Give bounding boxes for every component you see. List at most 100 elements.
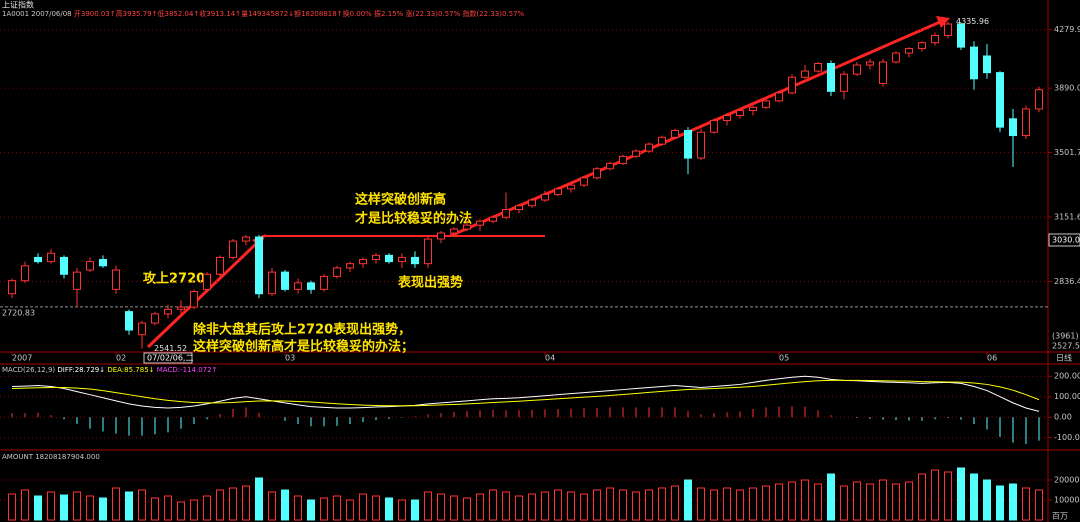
candle-body — [957, 23, 965, 48]
cursor-count: (3961) — [1052, 332, 1079, 341]
volume-bar — [762, 485, 770, 521]
candle-body — [203, 273, 211, 290]
candle-body — [775, 92, 783, 102]
cursor-date-box — [143, 352, 193, 364]
candle-body — [554, 188, 562, 195]
volume-bar — [47, 491, 55, 521]
reference-label: 2720.83 — [2, 308, 35, 317]
volume-bar — [970, 473, 978, 521]
candle-body — [372, 254, 380, 261]
candle-body — [255, 236, 263, 295]
volume-bar — [502, 491, 510, 521]
x-tick-label: 04 — [545, 354, 555, 363]
y-tick-label: 100000 — [1054, 496, 1080, 505]
volume-bar — [359, 493, 367, 521]
annotation: 这样突破创新高才是比较稳妥的办法； — [193, 339, 414, 355]
volume-bar — [398, 499, 406, 521]
volume-bar — [567, 491, 575, 521]
volume-bar — [892, 483, 900, 521]
volume-bar — [905, 481, 913, 521]
volume-header: AMOUNT 18208187904.000 — [2, 453, 100, 461]
y-axis-min: 2527.57 — [1052, 342, 1080, 351]
volume-bar — [697, 487, 705, 521]
candle-body — [580, 177, 588, 186]
volume-bar — [190, 499, 198, 521]
candle-body — [606, 162, 614, 170]
volume-bar — [606, 487, 614, 521]
candle-body — [8, 280, 16, 295]
candle-body — [658, 136, 666, 145]
volume-bar — [346, 499, 354, 521]
candle-body — [411, 256, 419, 265]
y-tick-label: 3890.0 — [1054, 84, 1080, 93]
annotation: 除非大盘其后攻上2720表现出强势， — [193, 322, 411, 338]
candle-body — [528, 199, 536, 207]
volume-bar — [281, 489, 289, 521]
y-tick-label: 100.00 — [1054, 392, 1080, 401]
candle-body — [437, 232, 445, 240]
candle-body — [190, 291, 198, 308]
volume-bar — [853, 481, 861, 521]
candle-body — [619, 155, 627, 164]
candle-body — [671, 129, 679, 138]
candle-body — [645, 143, 653, 152]
dea-label: DEA:85.785↓ — [107, 366, 154, 374]
volume-bar — [528, 493, 536, 521]
volume-bar — [372, 495, 380, 521]
cursor-box — [1048, 233, 1080, 247]
volume-bar — [801, 479, 809, 521]
candle-body — [1022, 108, 1030, 137]
candle-body — [1035, 89, 1043, 110]
annotation: 这样突破创新高 — [355, 192, 446, 208]
candle-body — [931, 34, 939, 44]
y-tick-label: 3501.7 — [1054, 148, 1080, 157]
volume-bar — [619, 489, 627, 521]
cursor-value: 3030.0 — [1052, 236, 1080, 245]
volume-bar — [827, 473, 835, 521]
candle-body — [216, 256, 224, 275]
volume-bar — [138, 489, 146, 521]
volume-bar — [840, 485, 848, 521]
candle-body — [177, 306, 185, 310]
volume-bar — [554, 489, 562, 521]
annotation: 攻上2720 — [143, 271, 205, 287]
candle-body — [632, 150, 640, 157]
volume-bar — [34, 495, 42, 521]
volume-unit: 百万 — [1052, 512, 1068, 521]
volume-bar — [580, 493, 588, 521]
volume-bar — [164, 495, 172, 521]
x-tick-label: 02 — [116, 354, 126, 363]
candle-body — [723, 115, 731, 121]
volume-bar — [879, 479, 887, 521]
volume-bar — [60, 494, 68, 521]
candle-body — [983, 55, 991, 74]
candle-body — [827, 62, 835, 92]
candle-body — [333, 267, 341, 277]
candle-body — [164, 308, 172, 315]
volume-bar — [255, 477, 263, 521]
annotation: 才是比较稳妥的办法 — [355, 211, 472, 227]
candle-body — [892, 52, 900, 63]
volume-bar — [320, 497, 328, 521]
volume-bar — [411, 499, 419, 521]
candle-body — [593, 168, 601, 179]
candle-body — [34, 256, 42, 263]
macd-header: MACD(26,12,9) DIFF:28.729↓ DEA:85.785↓ M… — [2, 366, 217, 374]
volume-bar — [684, 479, 692, 521]
candle-body — [840, 73, 848, 92]
macd-title: MACD(26,12,9) — [2, 366, 55, 374]
volume-bar — [749, 487, 757, 521]
volume-bar — [125, 491, 133, 521]
candle-body — [866, 61, 874, 66]
annotation: 表现出强势 — [397, 275, 463, 291]
volume-bar — [489, 489, 497, 521]
y-tick-label: -100.00 — [1054, 433, 1080, 442]
candle-body — [450, 228, 458, 234]
volume-bar — [437, 493, 445, 521]
candle-body — [125, 311, 133, 331]
volume-bar — [307, 499, 315, 521]
candle-body — [385, 254, 393, 263]
candle-body — [281, 271, 289, 290]
